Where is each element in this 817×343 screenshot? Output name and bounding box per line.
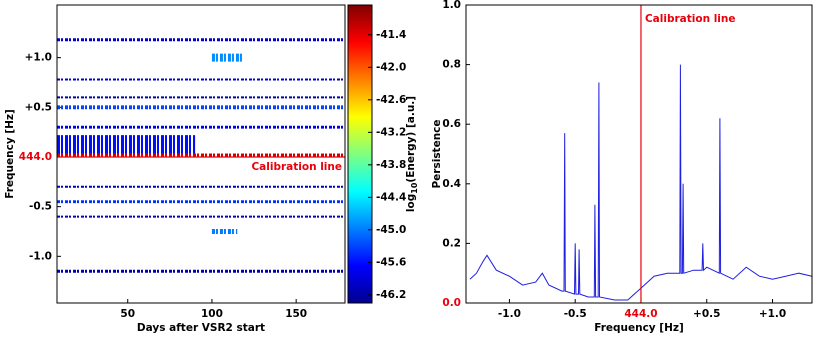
plot-frame: [465, 4, 813, 304]
colorbar-tick-label: -46.2: [376, 289, 406, 301]
x-tick-label: 50: [120, 308, 135, 320]
y-tick-label: 0.6: [442, 118, 461, 130]
y-tick-label: -1.0: [29, 250, 52, 262]
colorbar-label: log10(Energy) [a.u.]: [405, 96, 419, 212]
x-axis-label: Frequency [Hz]: [594, 322, 684, 334]
colorbar-label-sub: 10: [410, 182, 419, 194]
x-tick-label: 150: [285, 308, 307, 320]
y-tick-label: +1.0: [25, 52, 52, 64]
y-tick-label: -0.5: [29, 201, 52, 213]
x-tick-label: -0.5: [564, 308, 587, 320]
calibration-label: Calibration line: [251, 161, 342, 173]
y-tick-label: +0.5: [25, 101, 52, 113]
colorbar-label-prefix: log: [405, 194, 417, 212]
colorbar-tick-label: -42.6: [376, 94, 406, 106]
plot-frame: [56, 4, 346, 304]
x-axis-label: Days after VSR2 start: [137, 322, 265, 334]
y-tick-label: 0.2: [442, 237, 461, 249]
y-tick-label: 0.8: [442, 59, 461, 71]
colorbar-label-suffix: (Energy) [a.u.]: [405, 96, 417, 183]
colorbar: [347, 4, 373, 304]
colorbar-tick-label: -41.4: [376, 29, 406, 41]
persistence-line: [469, 64, 813, 301]
x-tick-label: -1.0: [498, 308, 521, 320]
y-tick-label: 444.0: [19, 151, 52, 163]
colorbar-tick-label: -43.2: [376, 126, 406, 138]
calibration-label: Calibration line: [645, 13, 736, 25]
y-axis-label: Frequency [Hz]: [4, 109, 16, 199]
x-tick-label: 100: [201, 308, 223, 320]
x-tick-label: +0.5: [693, 308, 720, 320]
x-tick-label: +1.0: [759, 308, 786, 320]
y-tick-label: 0.0: [442, 297, 461, 309]
y-tick-label: 1.0: [442, 0, 461, 11]
colorbar-tick-label: -43.8: [376, 159, 406, 171]
colorbar-tick-label: -45.6: [376, 256, 406, 268]
y-tick-label: 0.4: [442, 178, 461, 190]
y-axis-label: Persistence: [431, 119, 443, 188]
colorbar-tick-label: -45.0: [376, 224, 406, 236]
colorbar-tick-label: -44.4: [376, 191, 406, 203]
colorbar-tick-label: -42.0: [376, 61, 406, 73]
x-tick-label: 444.0: [624, 308, 657, 320]
